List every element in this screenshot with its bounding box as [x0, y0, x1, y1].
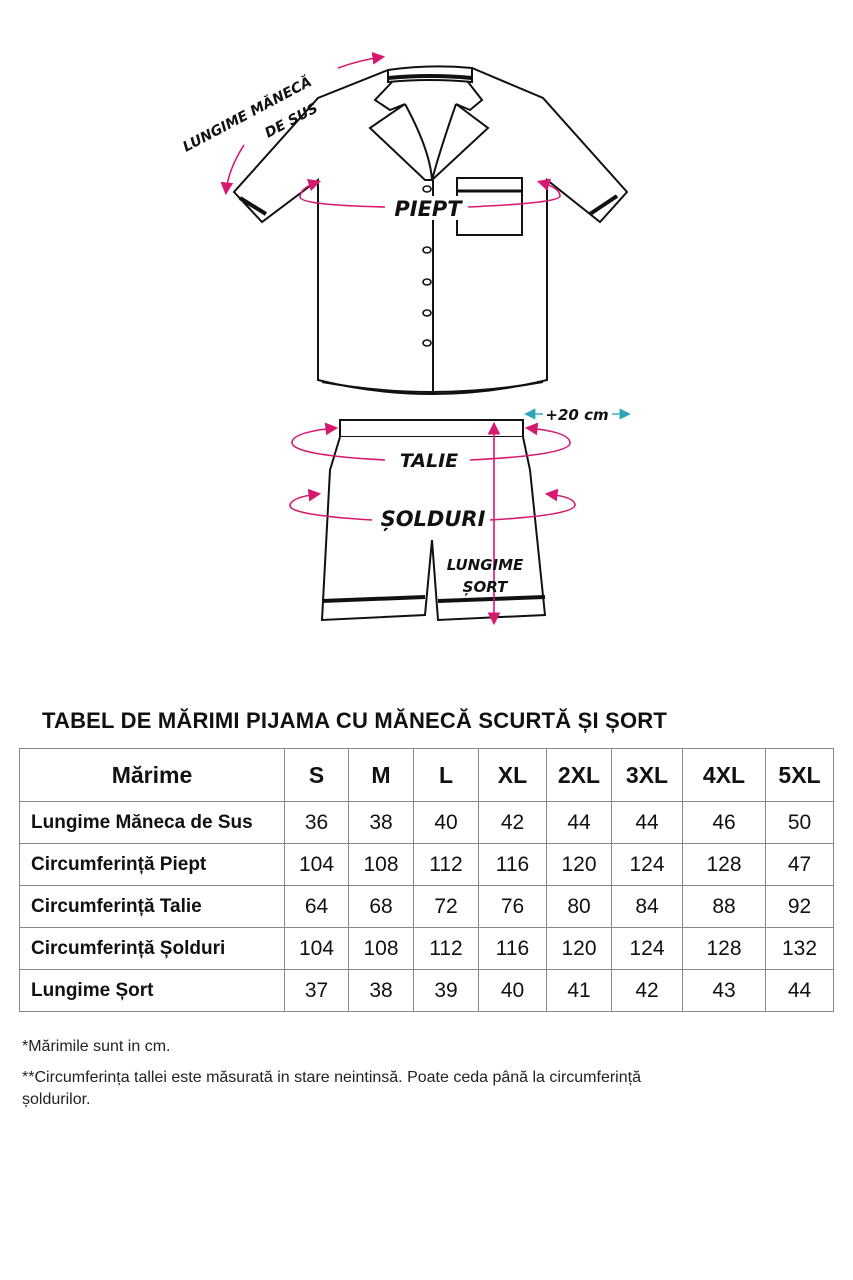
table-cell: 88 — [682, 885, 766, 928]
table-cell: 44 — [611, 801, 683, 844]
footnotes: *Mărimile sunt in cm. **Circumferința ta… — [22, 1036, 832, 1111]
table-cell: 76 — [478, 885, 547, 928]
header-cell: S — [284, 748, 349, 802]
table-cell: 46 — [682, 801, 766, 844]
table-cell: 120 — [546, 843, 612, 886]
row-label: Circumferință Șolduri — [19, 927, 285, 970]
header-cell: 3XL — [611, 748, 683, 802]
shirt-buttons — [422, 185, 432, 347]
short-length-label-2: ȘORT — [463, 578, 509, 596]
header-cell: 5XL — [765, 748, 834, 802]
table-cell: 44 — [546, 801, 612, 844]
row-label: Lungime Măneca de Sus — [19, 801, 285, 844]
footnote-units: *Mărimile sunt in cm. — [22, 1038, 171, 1055]
table-cell: 112 — [413, 927, 479, 970]
row-label: Circumferință Piept — [19, 843, 285, 886]
header-size: Mărime — [19, 748, 285, 802]
waist-label: TALIE — [400, 450, 458, 472]
table-cell: 40 — [413, 801, 479, 844]
table-cell: 38 — [348, 969, 414, 1012]
pajama-measurement-diagram: LUNGIME MĂNECĂ DE SUS PIEPT TALIE ȘOLDUR… — [179, 51, 631, 626]
table-row: Circumferință Piept 104 108 112 116 120 124 128… — [19, 843, 834, 886]
header-cell: M — [348, 748, 414, 802]
hips-label: ȘOLDURI — [381, 507, 486, 531]
table-cell: 128 — [682, 927, 766, 970]
table-cell: 116 — [478, 843, 547, 886]
row-label: Circumferință Talie — [19, 885, 285, 928]
table-cell: 37 — [284, 969, 349, 1012]
table-cell: 104 — [284, 927, 349, 970]
table-cell: 42 — [478, 801, 547, 844]
footnote-waist-cont: șoldurilor. — [22, 1091, 91, 1108]
table-cell: 132 — [765, 927, 834, 970]
table-cell: 72 — [413, 885, 479, 928]
short-length-label: LUNGIME — [447, 556, 524, 574]
table-cell: 50 — [765, 801, 834, 844]
table-row: Circumferință Șolduri 104 108 112 116 120 124 1… — [19, 927, 834, 970]
table-cell: 42 — [611, 969, 683, 1012]
stretch-label: +20 cm — [545, 406, 608, 424]
table-cell: 41 — [546, 969, 612, 1012]
table-cell: 124 — [611, 927, 683, 970]
header-cell: XL — [478, 748, 547, 802]
table-row: Lungime Măneca de Sus 36 38 40 42 44 44 46 50 — [19, 801, 834, 844]
table-cell: 108 — [348, 927, 414, 970]
table-cell: 84 — [611, 885, 683, 928]
table-row: Circumferință Talie 64 68 72 76 80 84 88 92 — [19, 885, 834, 928]
table-cell: 44 — [765, 969, 834, 1012]
table-cell: 112 — [413, 843, 479, 886]
header-cell: L — [413, 748, 479, 802]
row-label: Lungime Șort — [19, 969, 285, 1012]
size-table-title: TABEL DE MĂRIMI PIJAMA CU MĂNECĂ SCURTĂ … — [42, 708, 668, 733]
table-cell: 47 — [765, 843, 834, 886]
table-cell: 104 — [284, 843, 349, 886]
table-cell: 43 — [682, 969, 766, 1012]
table-cell: 124 — [611, 843, 683, 886]
table-cell: 68 — [348, 885, 414, 928]
table-cell: 116 — [478, 927, 547, 970]
table-cell: 39 — [413, 969, 479, 1012]
table-header-row: Mărime S M L XL 2XL 3XL 4XL 5XL — [19, 748, 834, 802]
table-cell: 92 — [765, 885, 834, 928]
shirt-outline — [232, 65, 629, 395]
table-cell: 80 — [546, 885, 612, 928]
measurement-arrows — [220, 51, 576, 626]
table-cell: 120 — [546, 927, 612, 970]
chest-label: PIEPT — [394, 197, 463, 221]
table-row: Lungime Șort 37 38 39 40 41 42 43 44 — [19, 969, 834, 1012]
header-cell: 4XL — [682, 748, 766, 802]
table-cell: 40 — [478, 969, 547, 1012]
table-cell: 128 — [682, 843, 766, 886]
table-cell: 108 — [348, 843, 414, 886]
table-cell: 38 — [348, 801, 414, 844]
table-cell: 64 — [284, 885, 349, 928]
footnote-waist: **Circumferința tallei este măsurată in … — [22, 1069, 641, 1086]
size-table: Mărime S M L XL 2XL 3XL 4XL 5XL Lungime … — [19, 748, 834, 1012]
header-cell: 2XL — [546, 748, 612, 802]
table-cell: 36 — [284, 801, 349, 844]
